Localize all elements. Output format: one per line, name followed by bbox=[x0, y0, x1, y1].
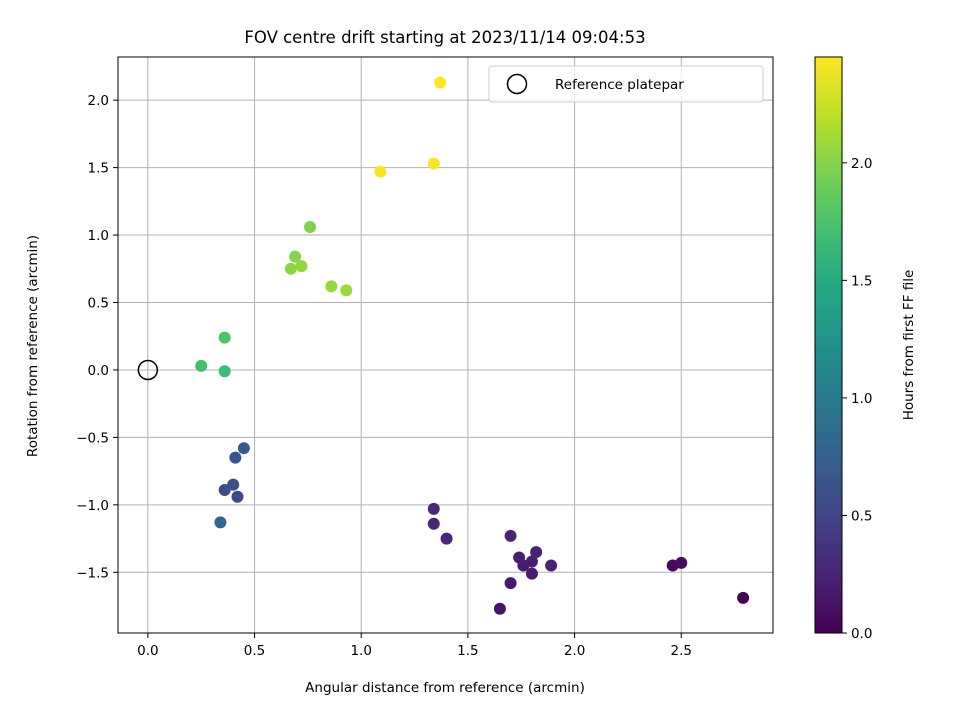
scatter-point bbox=[525, 567, 538, 580]
scatter-point bbox=[325, 280, 338, 293]
scatter-point bbox=[231, 490, 244, 503]
scatter-point bbox=[374, 165, 387, 178]
scatter-point bbox=[214, 516, 227, 529]
scatter-point bbox=[504, 577, 517, 590]
legend-box bbox=[488, 65, 764, 103]
scatter-point bbox=[427, 502, 440, 515]
scatter-point bbox=[440, 532, 453, 545]
scatter-point bbox=[513, 551, 526, 564]
y-tick-label: 1.5 bbox=[88, 161, 109, 177]
scatter-point bbox=[289, 250, 302, 263]
axes-frame bbox=[117, 56, 774, 634]
scatter-point bbox=[340, 284, 353, 297]
x-tick-label: 2.5 bbox=[671, 643, 692, 659]
y-axis-ticks: −1.5 −1.0 −0.5 0.0 0.5 1.0 1.5 2.0 bbox=[76, 93, 118, 581]
grid bbox=[118, 57, 773, 633]
scatter-point bbox=[434, 76, 447, 89]
scatter-point bbox=[195, 359, 208, 372]
colorbar-ticks: 0.0 0.5 1.0 1.5 2.0 bbox=[842, 156, 872, 642]
legend-label: Reference platepar bbox=[555, 77, 684, 93]
scatter-point bbox=[218, 484, 231, 497]
colorbar-tick-label: 1.0 bbox=[851, 391, 872, 407]
scatter-point bbox=[284, 262, 297, 275]
scatter-point bbox=[737, 591, 750, 604]
x-tick-label: 1.0 bbox=[350, 643, 371, 659]
y-tick-label: −0.5 bbox=[76, 430, 109, 446]
scatter-point bbox=[545, 559, 558, 572]
colorbar-tick-label: 2.0 bbox=[851, 156, 872, 172]
scatter-point bbox=[493, 602, 506, 615]
reference-marker bbox=[137, 359, 159, 381]
x-axis-label: Angular distance from reference (arcmin) bbox=[305, 680, 585, 696]
plot-area bbox=[117, 56, 774, 634]
colorbar-label: Hours from first FF file bbox=[901, 270, 917, 421]
legend: Reference platepar bbox=[488, 65, 764, 103]
scatter-point bbox=[304, 220, 317, 233]
y-tick-label: 2.0 bbox=[88, 93, 109, 109]
colorbar-tick-label: 0.0 bbox=[851, 626, 872, 642]
scatter-point bbox=[427, 157, 440, 170]
scatter-point bbox=[427, 517, 440, 530]
y-tick-label: 0.5 bbox=[88, 296, 109, 312]
y-tick-label: 0.0 bbox=[88, 363, 109, 379]
scatter-point bbox=[237, 442, 250, 455]
legend-marker-icon bbox=[506, 73, 528, 95]
colorbar-gradient bbox=[815, 57, 842, 633]
x-tick-label: 2.0 bbox=[564, 643, 585, 659]
colorbar-frame bbox=[814, 56, 843, 634]
scatter-point bbox=[504, 529, 517, 542]
scatter-point bbox=[525, 555, 538, 568]
x-axis-ticks: 0.0 0.5 1.0 1.5 2.0 2.5 bbox=[137, 633, 692, 659]
x-tick-label: 0.5 bbox=[244, 643, 265, 659]
chart-title: FOV centre drift starting at 2023/11/14 … bbox=[244, 28, 645, 47]
scatter-point bbox=[675, 556, 688, 569]
data-points bbox=[195, 76, 750, 615]
x-tick-label: 0.0 bbox=[137, 643, 158, 659]
y-axis-label: Rotation from reference (arcmin) bbox=[25, 235, 41, 457]
colorbar-tick-label: 0.5 bbox=[851, 508, 872, 524]
scatter-point bbox=[218, 365, 231, 378]
y-tick-label: −1.0 bbox=[76, 498, 109, 514]
x-tick-label: 1.5 bbox=[457, 643, 478, 659]
colorbar-tick-label: 1.5 bbox=[851, 273, 872, 289]
scatter-point bbox=[229, 451, 242, 464]
colorbar: 0.0 0.5 1.0 1.5 2.0 Hours from first FF file bbox=[814, 56, 917, 642]
scatter-point bbox=[227, 478, 240, 491]
scatter-point bbox=[530, 546, 543, 559]
scatter-point bbox=[218, 331, 231, 344]
y-tick-label: 1.0 bbox=[88, 228, 109, 244]
y-tick-label: −1.5 bbox=[76, 565, 109, 581]
scatter-point bbox=[295, 260, 308, 273]
